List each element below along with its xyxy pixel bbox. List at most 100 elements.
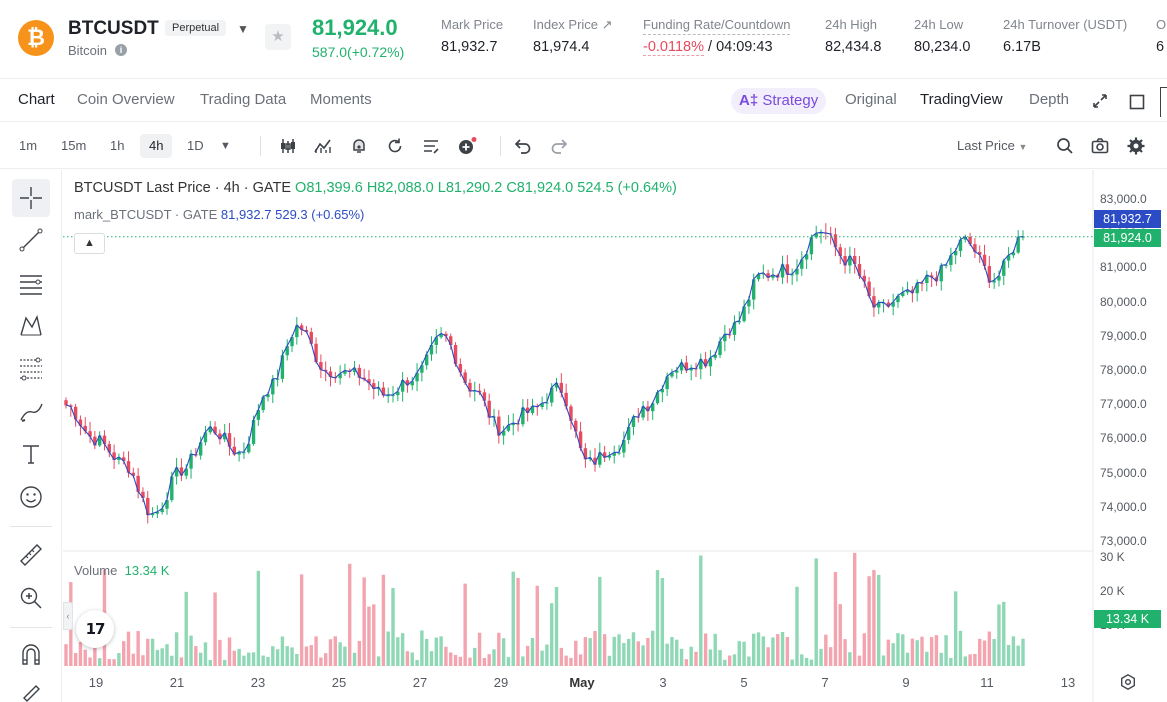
sidebar-collapse-chevron-left-icon[interactable]: ‹ [63,602,73,630]
volume-bar [655,570,660,666]
candle-body [530,406,535,413]
ruler-measure-tool-icon[interactable] [12,536,50,574]
sidebar-divider [10,526,52,527]
price-source-select[interactable]: Last Price ▼ [957,138,1027,153]
interval-dropdown-chevron-icon[interactable]: ▼ [220,140,231,152]
interval-1m[interactable]: 1m [19,138,38,153]
candle-body [222,433,227,440]
volume-bar [247,652,251,666]
chart-tabs-bar: Chart Coin Overview Trading Data Moments… [0,78,1167,122]
tradingview-logo-icon[interactable]: 17 [76,610,114,648]
axis-settings-icon[interactable] [1119,673,1137,691]
candle-body [862,275,867,282]
candle-body [73,406,78,420]
volume-bar [256,570,261,666]
volume-bar [266,656,270,666]
symbol-dropdown-chevron-icon[interactable]: ▼ [237,22,249,36]
emoji-tool-icon[interactable] [12,478,50,516]
templates-list-icon[interactable] [421,136,441,156]
volume-bar [949,657,953,666]
interval-1h[interactable]: 1h [110,138,125,153]
legend-open: O81,399.6 [295,180,363,196]
candle-body [761,273,766,275]
candle-body [405,380,410,386]
camera-screenshot-icon[interactable] [1090,136,1110,156]
stat-index-price[interactable]: Index Price ↗ 81,974.4 [533,17,613,55]
fibonacci-tool-icon[interactable] [12,349,50,387]
mark-series-legend: mark_BTCUSDT · GATE 81,932.7 529.3 (+0.6… [74,207,364,222]
strategy-button[interactable]: A‡ Strategy [731,88,827,114]
fullscreen-expand-icon[interactable] [1092,93,1108,109]
trend-line-tool-icon[interactable] [12,221,50,259]
tab-trading-data[interactable]: Trading Data [200,91,287,108]
candle-body [415,372,419,382]
candle-body [901,292,905,297]
drawing-tools-sidebar [0,170,62,702]
magnet-icon[interactable] [12,636,50,674]
interval-15m[interactable]: 15m [61,138,87,153]
view-original[interactable]: Original [845,91,897,108]
candle-body [602,452,607,458]
info-icon[interactable]: i [115,44,127,56]
candlesticks [64,223,1025,524]
volume-bar [439,636,443,666]
time-axis-label: 5 [740,675,748,690]
volume-bar [684,659,689,666]
replay-icon[interactable] [385,136,405,156]
view-depth[interactable]: Depth [1029,91,1070,108]
candle-body [852,255,857,265]
collapse-legend-chevron-up-icon[interactable]: ▲ [74,233,105,254]
stat-value: 81,932.7 [441,39,498,55]
brush-tool-icon[interactable] [12,392,50,430]
chart-canvas[interactable] [63,170,1167,702]
coin-name: Bitcoin [68,43,108,58]
redo-icon[interactable] [549,136,569,156]
volume-bar [64,644,68,666]
add-plus-icon[interactable] [457,136,477,156]
alert-bell-icon[interactable] [349,136,369,156]
indicators-icon[interactable] [313,136,333,156]
candle-body [718,341,722,355]
window-maximize-icon[interactable] [1129,94,1145,110]
volume-bar [886,639,891,666]
stat-label[interactable]: Index Price ↗ [533,17,613,32]
volume-bar [761,636,766,666]
candle-body [174,467,179,477]
candle-body [593,457,597,465]
candle-body [251,419,256,444]
volume-bar [352,652,357,666]
tab-coin-overview[interactable]: Coin Overview [77,91,175,108]
volume-bar [242,655,246,666]
favorite-star-icon[interactable]: ★ [265,24,291,50]
symbol-title[interactable]: BTCUSDT [68,18,159,39]
crosshair-tool-icon[interactable] [12,179,50,217]
mark-price-line [65,231,1024,516]
candlestick-type-icon[interactable] [278,136,298,156]
horizontal-lines-tool-icon[interactable] [12,264,50,302]
candle-body [218,433,222,440]
tab-moments[interactable]: Moments [310,91,372,108]
candle-body [1016,237,1020,253]
pattern-tool-icon[interactable] [12,307,50,345]
interval-1d[interactable]: 1D [187,138,204,153]
undo-icon[interactable] [513,136,533,156]
view-tradingview[interactable]: TradingView [920,91,1003,108]
volume-bar [881,655,886,666]
legend-mark-value: 81,932.7 [220,207,272,222]
zoom-in-icon[interactable] [12,579,50,617]
legend-close: C81,924.0 [506,180,574,196]
volume-bar [905,652,910,666]
candle-body [1006,255,1011,261]
toolbar-divider [260,136,261,156]
candle-body [598,452,602,465]
price-chart[interactable]: BTCUSDT Last Price · 4h · GATE O81,399.6… [63,170,1167,702]
text-tool-icon[interactable] [12,435,50,473]
tab-chart[interactable]: Chart [18,91,55,108]
candle-body [665,376,669,390]
stat-value: 6.17B [1003,39,1041,55]
interval-4h[interactable]: 4h [140,134,173,158]
lock-drawings-icon[interactable] [12,678,50,702]
gear-settings-icon[interactable] [1126,136,1146,156]
search-icon[interactable] [1055,136,1075,156]
volume-bar [88,657,92,666]
